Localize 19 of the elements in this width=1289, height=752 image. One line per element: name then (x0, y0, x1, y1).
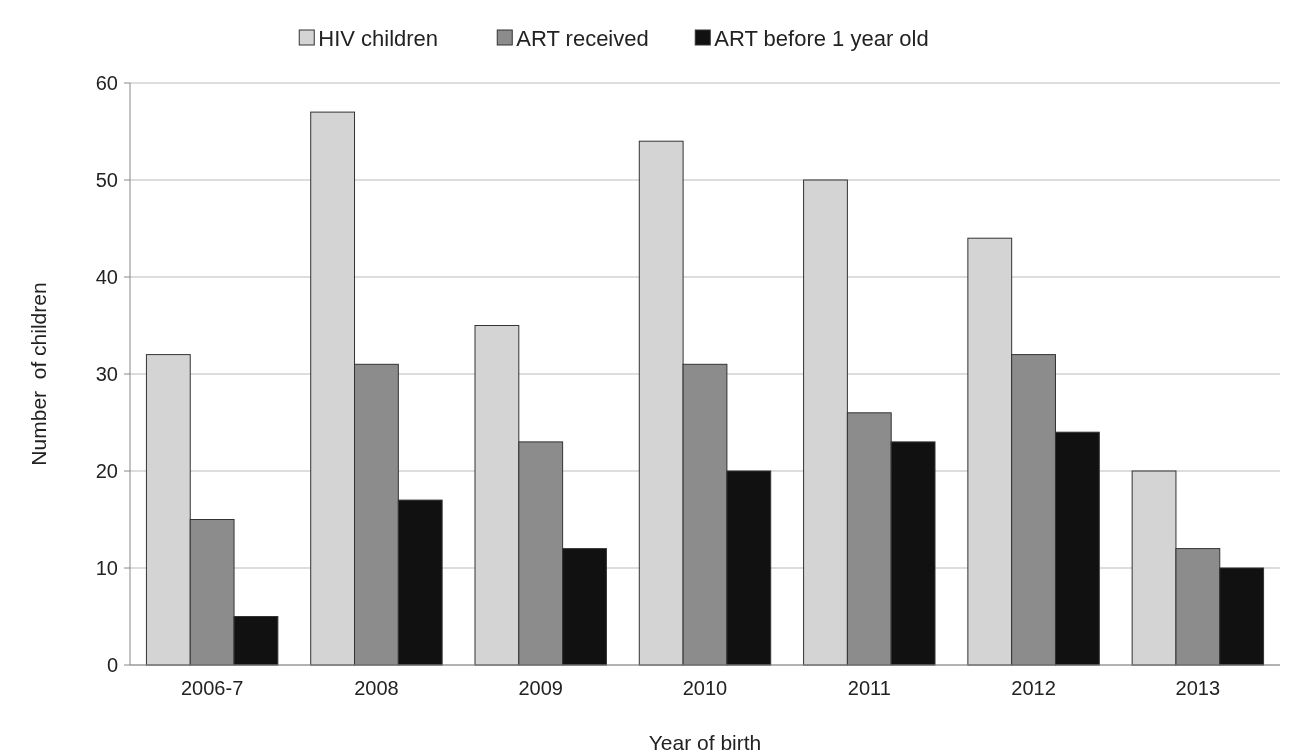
x-tick-label: 2006-7 (181, 677, 244, 699)
y-tick-label: 10 (95, 557, 118, 579)
y-tick-label: 40 (95, 266, 118, 288)
y-tick-label: 20 (95, 460, 118, 482)
x-tick-label: 2009 (518, 677, 563, 699)
x-axis-title: Year of birth (648, 731, 762, 752)
legend-label: HIV children (318, 25, 439, 51)
x-tick-label: 2008 (354, 677, 399, 699)
x-tick-label: 2011 (847, 677, 891, 699)
y-tick-label: 0 (106, 654, 118, 676)
y-tick-label: 50 (95, 169, 118, 191)
y-tick-label: 60 (95, 72, 118, 94)
legend-label: ART before 1 year old (714, 25, 929, 51)
x-tick-label: 2012 (1011, 677, 1056, 699)
x-tick-label: 2013 (1175, 677, 1221, 699)
y-axis-title: Number of children (27, 282, 50, 466)
y-tick-label: 30 (95, 363, 118, 385)
x-tick-label: 2010 (682, 677, 728, 699)
legend-label: ART received (516, 25, 649, 51)
